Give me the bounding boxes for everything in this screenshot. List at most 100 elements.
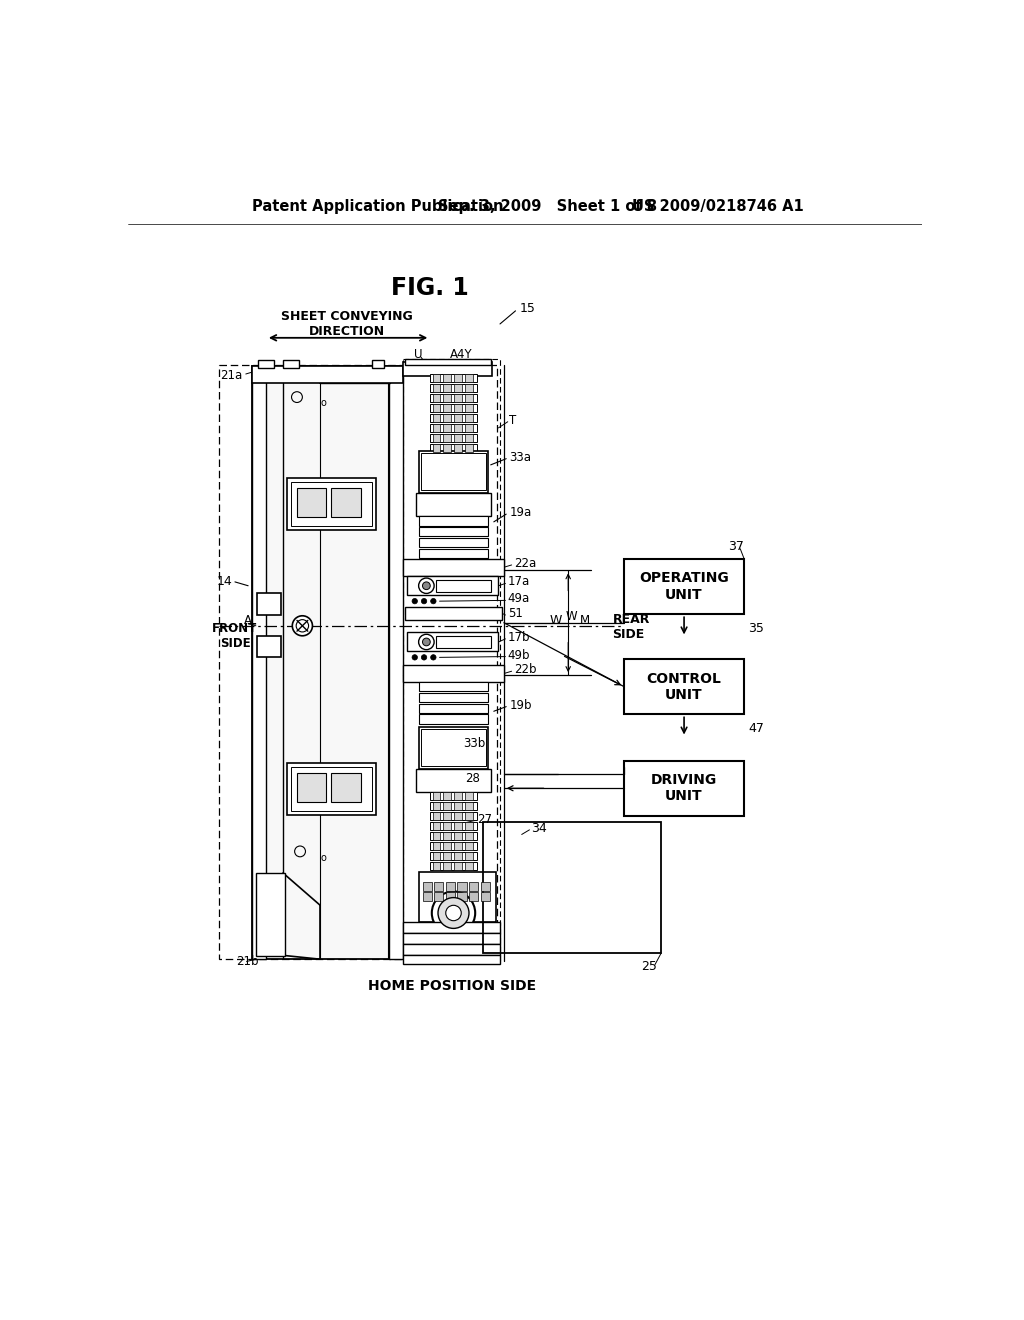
Bar [430,792,477,800]
Bar [252,367,403,383]
Bar [403,944,500,954]
Bar [430,803,477,809]
Bar [465,434,473,442]
Text: 17a: 17a [508,576,530,589]
Bar [257,636,281,657]
Bar [455,822,462,830]
Text: 14: 14 [217,576,232,589]
Text: U: U [415,348,423,362]
Bar [432,395,440,401]
Bar [403,933,500,944]
Text: 17b: 17b [508,631,530,644]
Bar [443,444,452,451]
Bar [624,659,744,714]
Text: Patent Application Publication: Patent Application Publication [252,198,504,214]
Bar [465,444,473,451]
Bar [252,367,266,960]
Text: Sep. 3, 2009   Sheet 1 of 8: Sep. 3, 2009 Sheet 1 of 8 [438,198,657,214]
Bar [465,395,473,401]
Text: o: o [321,399,327,408]
Text: T: T [509,413,516,426]
Bar [445,892,455,902]
Text: US 2009/0218746 A1: US 2009/0218746 A1 [632,198,804,214]
Bar [252,367,403,960]
Bar [432,434,440,442]
Bar [465,374,473,381]
Text: 21b: 21b [237,954,259,968]
Bar [403,363,493,376]
Bar [443,434,452,442]
Bar [480,882,489,891]
Bar [455,792,462,800]
Text: W: W [566,610,578,623]
Bar [469,892,478,902]
Text: 33b: 33b [463,737,485,750]
Bar [430,812,477,820]
Text: 27: 27 [477,813,492,825]
Bar [407,576,499,595]
Bar [434,882,443,891]
Text: 19a: 19a [509,506,531,519]
Circle shape [421,655,427,660]
Bar [465,414,473,422]
Text: 34: 34 [531,822,547,834]
Text: 22b: 22b [514,663,537,676]
Bar [455,395,462,401]
Bar [297,774,327,803]
Text: 15: 15 [519,302,536,315]
Bar [419,549,488,558]
Bar [465,832,473,840]
Bar [430,862,477,870]
Bar [455,374,462,381]
Bar [443,803,452,809]
Bar [458,892,467,902]
Bar [443,414,452,422]
Bar [430,414,477,422]
Bar [455,424,462,432]
Bar [430,842,477,850]
Bar [465,822,473,830]
Bar [430,434,477,442]
Bar [458,882,467,891]
Bar [455,853,462,859]
Bar [455,444,462,451]
Bar [291,767,372,812]
Text: 47: 47 [748,722,764,735]
Bar [455,803,462,809]
Text: 33a: 33a [509,450,531,463]
Text: A: A [244,614,252,627]
Bar [423,892,432,902]
Bar [419,726,488,770]
Bar [403,665,504,682]
Bar [465,384,473,392]
Bar [434,892,443,902]
Bar [432,842,440,850]
Bar [331,774,360,803]
Bar [465,803,473,809]
Bar [417,770,490,792]
Bar [443,862,452,870]
Text: 19b: 19b [509,698,531,711]
Text: 22a: 22a [514,557,537,570]
Bar [331,488,360,517]
Bar [443,384,452,392]
Text: M: M [581,614,590,627]
Circle shape [419,578,434,594]
Circle shape [412,598,418,603]
Bar [432,384,440,392]
Bar [465,792,473,800]
Bar [432,862,440,870]
Text: W: W [550,614,562,627]
Circle shape [432,891,475,935]
Bar [423,882,432,891]
Bar [389,367,403,960]
Bar [624,558,744,614]
Circle shape [431,655,436,660]
Text: HOME POSITION SIDE: HOME POSITION SIDE [368,979,536,993]
Bar [480,892,489,902]
Bar [419,516,488,525]
Text: 51: 51 [508,607,522,620]
Bar [403,954,500,964]
Circle shape [296,619,308,632]
Circle shape [412,655,418,660]
